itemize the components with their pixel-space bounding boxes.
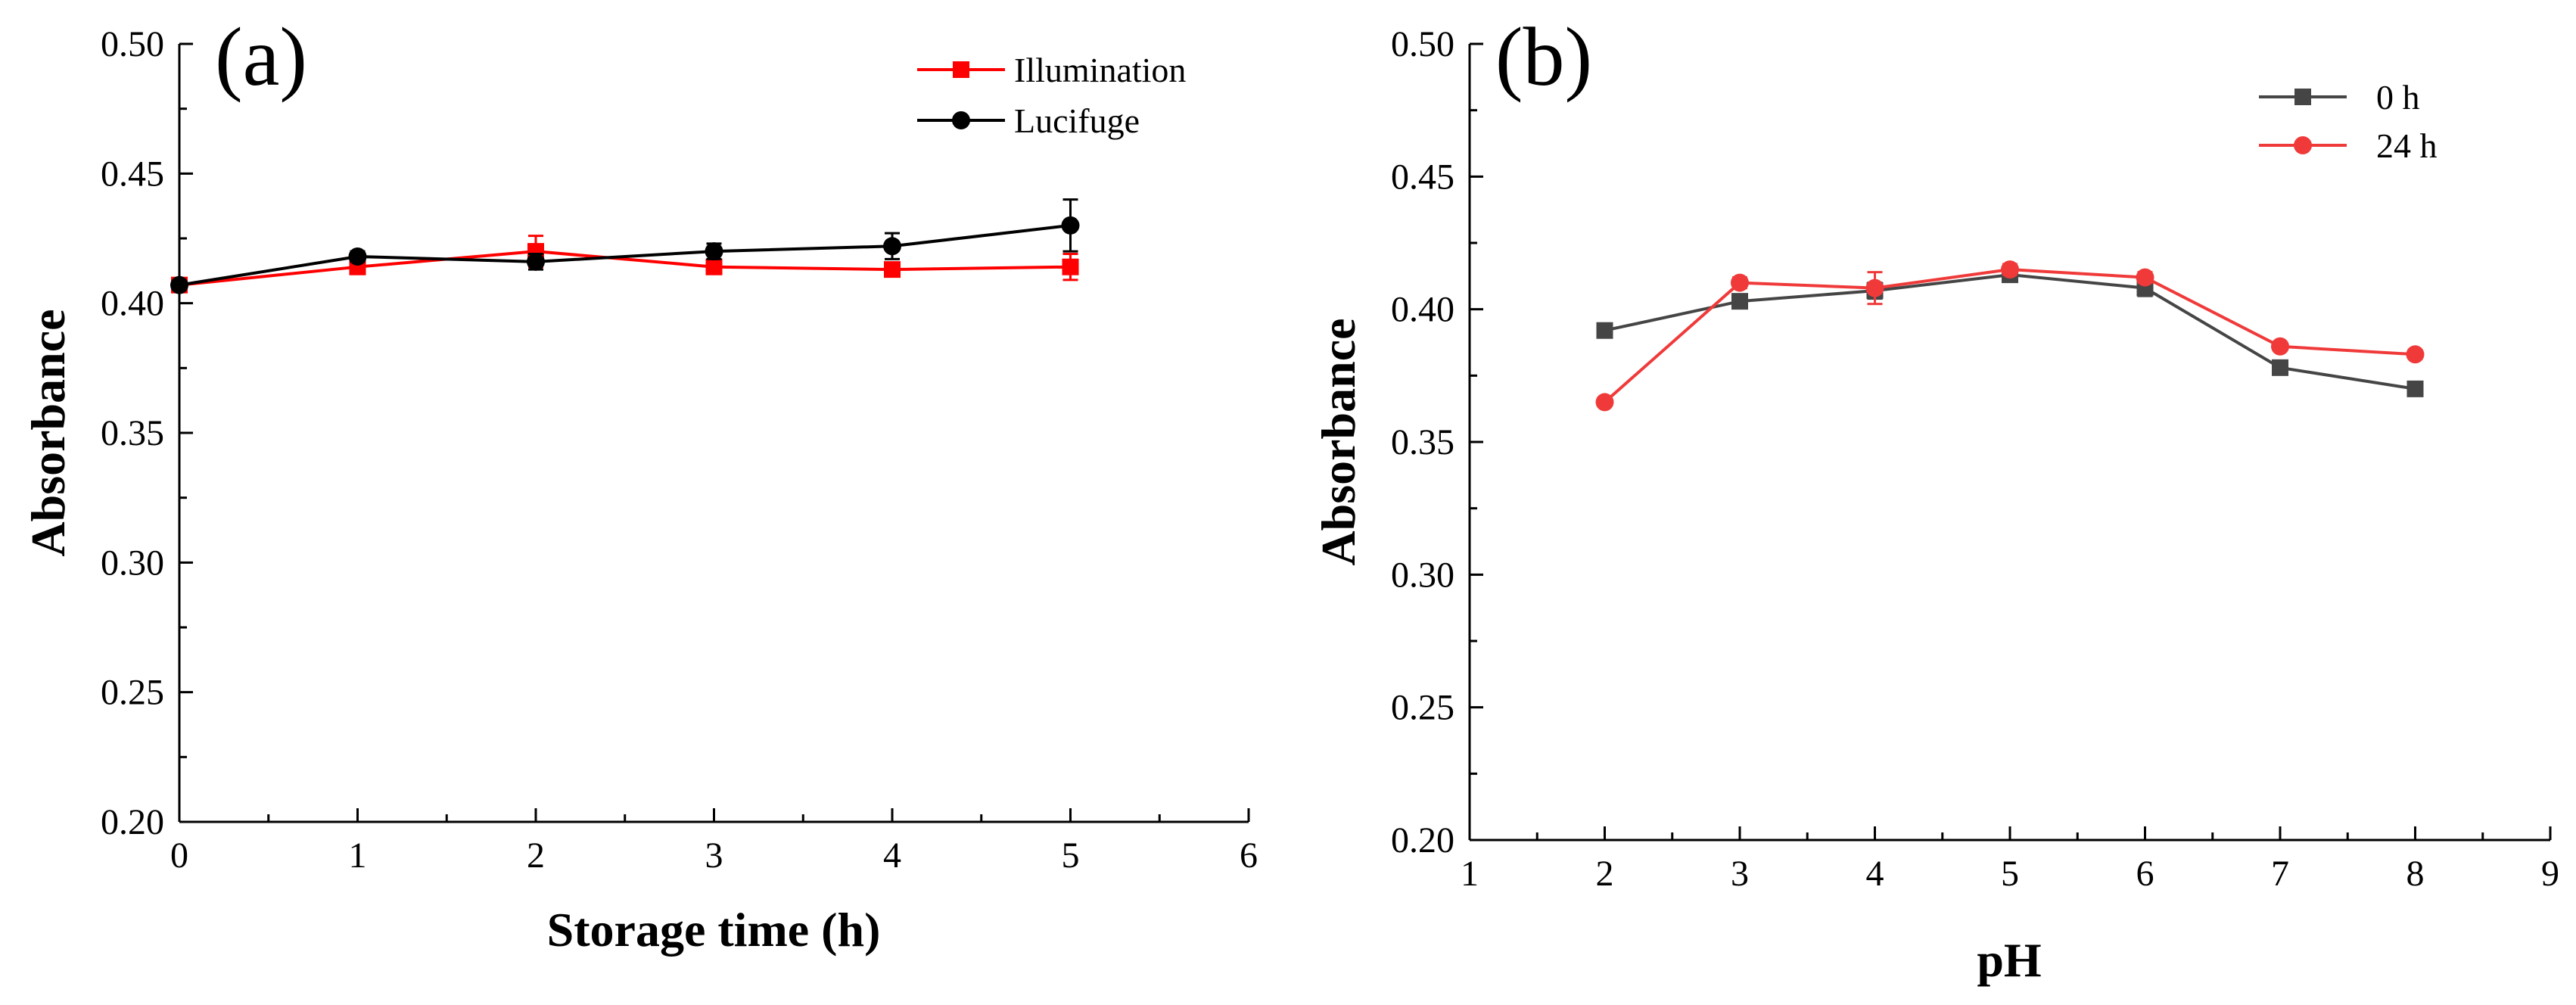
x-tick-label: 3: [1731, 854, 1749, 894]
y-tick-label: 0.40: [101, 284, 164, 324]
legend-label: Illumination: [1014, 51, 1186, 89]
y-tick-label: 0.45: [101, 154, 164, 194]
data-point: [883, 237, 901, 256]
data-point: [2136, 268, 2154, 287]
panel-label: (a): [215, 11, 307, 103]
data-point: [1865, 278, 1884, 297]
y-tick-label: 0.20: [1391, 820, 1454, 860]
data-point: [1731, 273, 1749, 292]
x-tick-label: 5: [1062, 835, 1080, 876]
y-tick-label: 0.25: [101, 673, 164, 713]
y-tick-label: 0.35: [1391, 422, 1454, 462]
x-tick-label: 4: [1866, 854, 1884, 894]
x-axis-title: Storage time (h): [547, 903, 881, 957]
y-axis-title: Absorbance: [21, 309, 75, 556]
series-line-1: [1604, 268, 2416, 403]
x-tick-label: 7: [2271, 854, 2289, 894]
legend-label: Lucifuge: [1014, 101, 1140, 140]
legend-label: 24 h: [2376, 126, 2438, 165]
y-tick-label: 0.45: [1391, 157, 1454, 197]
x-tick-label: 4: [883, 835, 901, 876]
data-point: [2406, 380, 2424, 397]
x-tick-label: 3: [705, 835, 723, 876]
data-point: [2001, 260, 2019, 279]
y-tick-label: 0.30: [101, 543, 164, 583]
y-tick-label: 0.30: [1391, 555, 1454, 595]
x-tick-label: 1: [1461, 854, 1479, 894]
legend-label: 0 h: [2376, 78, 2420, 117]
x-tick-label: 1: [349, 835, 367, 876]
x-tick-label: 8: [2406, 854, 2425, 894]
data-point: [1062, 258, 1079, 275]
legend-marker: [2294, 89, 2311, 105]
y-tick-label: 0.50: [101, 24, 164, 64]
panel-a: 0.20 0.25 0.30 0.35 0.40 0.45 0.50 0 1 2 3 4 5 6 Stora…: [21, 11, 1258, 957]
y-tick-label: 0.25: [1391, 688, 1454, 728]
data-point: [2406, 345, 2425, 364]
x-tick-label: 0: [170, 835, 188, 876]
data-point: [705, 242, 723, 261]
x-tick-label: 6: [2136, 854, 2154, 894]
x-tick-label: 2: [1596, 854, 1614, 894]
x-tick-label: 5: [2001, 854, 2019, 894]
data-point: [1731, 293, 1748, 310]
y-tick-label: 0.40: [1391, 290, 1454, 330]
data-point: [348, 247, 367, 266]
legend-marker: [952, 111, 970, 129]
panel-label: (b): [1495, 11, 1592, 103]
series-line-0: [1604, 273, 2416, 390]
x-tick-label: 6: [1240, 835, 1258, 876]
y-tick-label: 0.35: [101, 413, 164, 453]
data-point: [1061, 216, 1080, 235]
x-tick-label: 2: [527, 835, 545, 876]
x-axis-title: pH: [1977, 933, 2041, 987]
data-point: [884, 261, 901, 278]
series-line-0: [179, 250, 1071, 287]
data-point: [170, 275, 188, 294]
legend-marker: [953, 61, 969, 78]
x-tick-label: 9: [2541, 854, 2559, 894]
data-point: [527, 252, 545, 271]
data-point: [2271, 337, 2289, 356]
y-axis-title: Absorbance: [1311, 318, 1365, 565]
y-tick-label: 0.50: [1391, 24, 1454, 64]
data-point: [705, 258, 723, 275]
panel-b: 0.20 0.25 0.30 0.35 0.40 0.45 0.50 1 2 3 4 5 6 7 8 9 pH A…: [1311, 11, 2559, 987]
series-line-1: [179, 223, 1071, 287]
legend-marker: [2294, 136, 2312, 154]
data-point: [1595, 393, 1614, 412]
data-point: [2272, 359, 2288, 376]
y-tick-label: 0.20: [101, 802, 164, 842]
data-point: [1596, 322, 1613, 339]
